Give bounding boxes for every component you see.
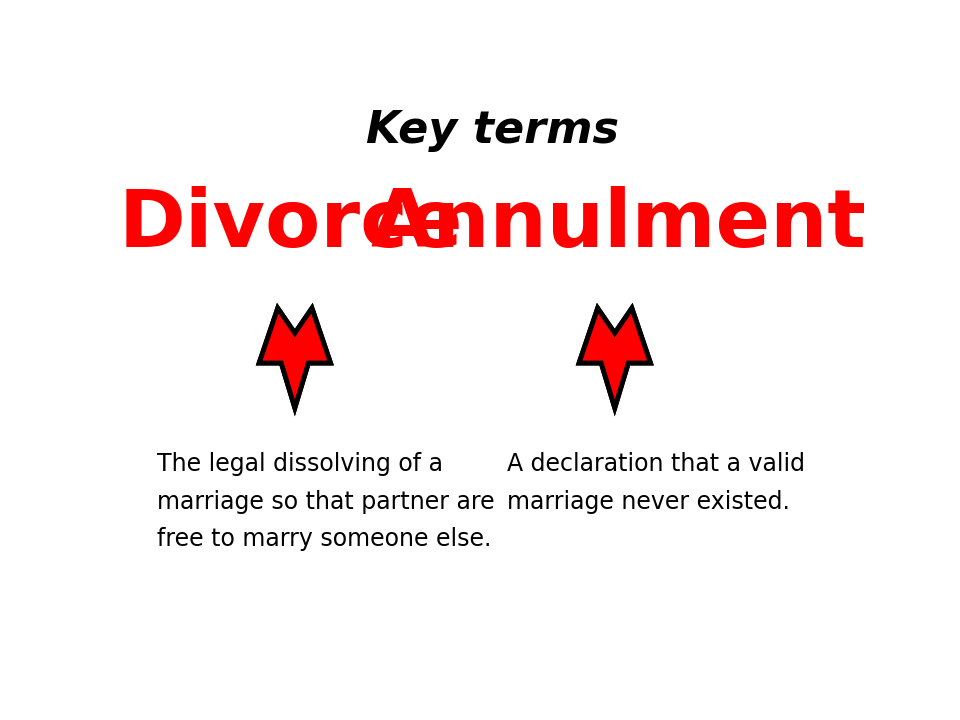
Polygon shape	[579, 308, 651, 408]
Polygon shape	[579, 308, 651, 408]
Text: The legal dissolving of a
marriage so that partner are
free to marry someone els: The legal dissolving of a marriage so th…	[157, 452, 494, 551]
Polygon shape	[259, 308, 330, 408]
Text: Key terms: Key terms	[366, 109, 618, 152]
Text: Divorce: Divorce	[119, 186, 464, 264]
Polygon shape	[259, 308, 330, 408]
Text: Annulment: Annulment	[371, 186, 867, 264]
Text: A declaration that a valid
marriage never existed.: A declaration that a valid marriage neve…	[507, 452, 804, 513]
